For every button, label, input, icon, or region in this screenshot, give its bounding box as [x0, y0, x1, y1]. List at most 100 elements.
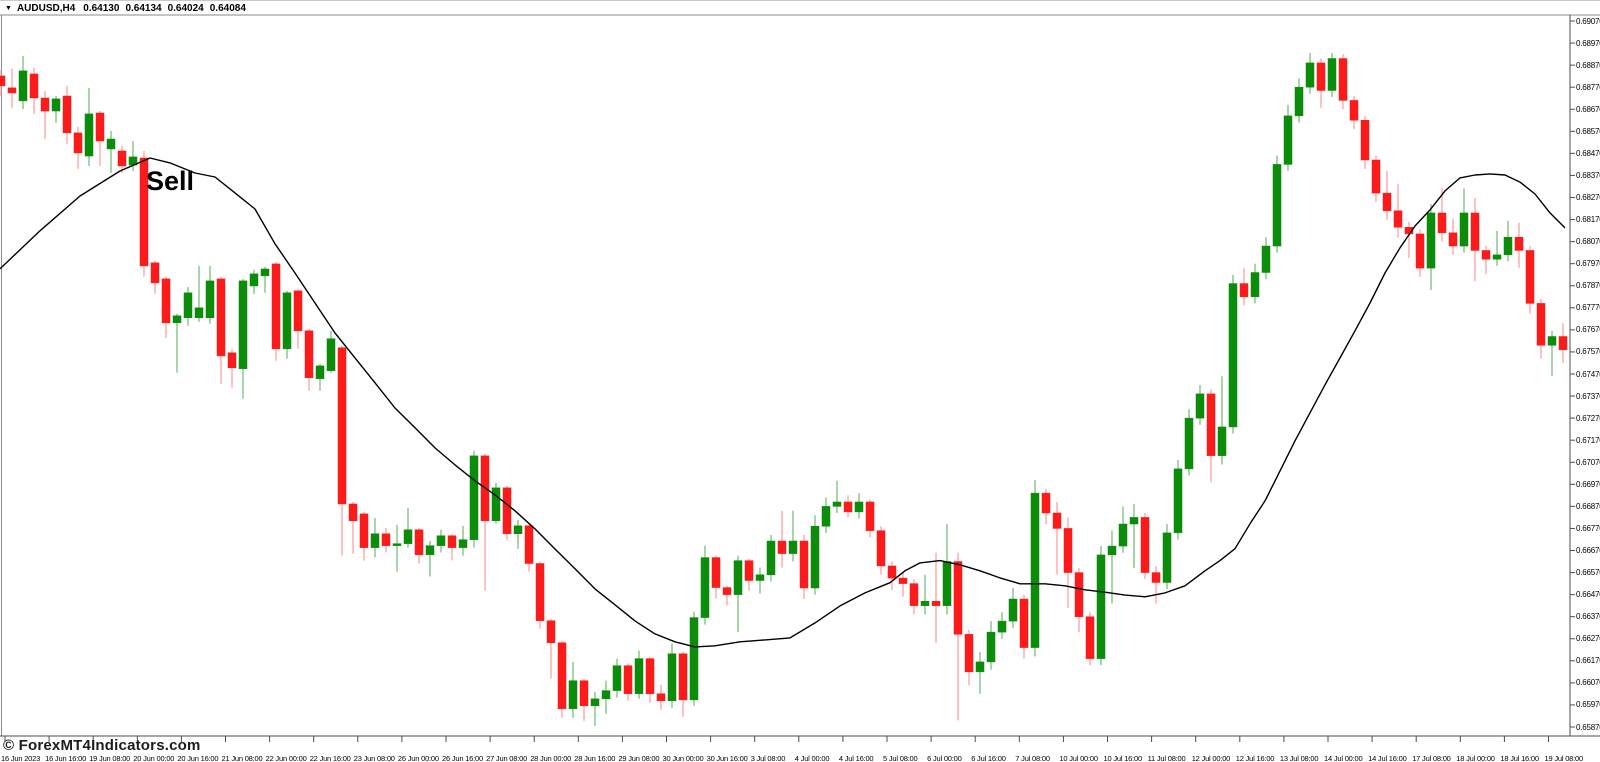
candle-body — [942, 561, 952, 606]
candle-body — [1470, 212, 1480, 251]
candle-body — [117, 150, 127, 167]
time-tick-label: 26 Jun 16:00 — [442, 754, 483, 762]
candle-body — [194, 307, 204, 318]
candle-body — [1415, 233, 1425, 269]
candle-body — [1382, 192, 1392, 211]
one-click-trading-collapse-icon[interactable]: ▼ — [5, 4, 12, 12]
quote-high: 0.64134 — [125, 2, 162, 14]
candle-body — [348, 503, 358, 521]
time-tick-label: 22 Jun 16:00 — [309, 754, 351, 762]
candle-body — [689, 617, 699, 701]
candle-body — [1437, 212, 1447, 234]
candle-body — [876, 530, 886, 567]
candle-body — [821, 506, 831, 527]
time-tick-label: 12 Jul 16:00 — [1235, 754, 1275, 762]
candle-body — [634, 658, 644, 694]
candle-body — [601, 690, 611, 700]
time-tick-label: 28 Jun 00:00 — [530, 754, 572, 762]
time-tick-label: 6 Jul 16:00 — [971, 754, 1006, 762]
candle-body — [392, 543, 402, 546]
time-tick-label: 11 Jul 08:00 — [1147, 754, 1186, 762]
sell-signal-annotation: Sell — [146, 166, 195, 196]
candle-body — [1140, 517, 1150, 573]
time-tick-label: 7 Jul 08:00 — [1015, 754, 1050, 762]
candle-body — [1085, 616, 1095, 659]
candle-body — [183, 292, 193, 318]
candle-body — [29, 73, 39, 99]
candle-body — [469, 455, 479, 540]
time-tick-label: 4 Jul 16:00 — [838, 754, 874, 762]
candle-body — [722, 587, 732, 595]
time-tick-label: 18 Jul 16:00 — [1500, 754, 1539, 762]
candle-body — [975, 661, 985, 673]
candle-body — [1250, 272, 1260, 298]
time-tick-label: 3 Jul 08:00 — [750, 754, 786, 762]
candle-body — [62, 95, 72, 134]
candle-body — [40, 97, 50, 112]
time-tick-label: 23 Jun 08:00 — [353, 754, 395, 762]
candle-body — [1151, 572, 1161, 583]
candle-body — [1107, 545, 1117, 556]
candle-body — [909, 583, 919, 606]
time-tick-label: 13 Jul 08:00 — [1279, 754, 1319, 762]
candle-body — [491, 487, 501, 521]
chart-info-bar: ▼ AUDUSD,H4 0.64130 0.64134 0.64024 0.64… — [5, 2, 252, 14]
candle-body — [1327, 58, 1337, 91]
candle-body — [139, 157, 149, 267]
candle-body — [150, 262, 160, 284]
candle-body — [1294, 86, 1304, 117]
candle-body — [1272, 164, 1282, 247]
candle-body — [1481, 250, 1491, 260]
time-tick-label: 22 Jun 00:00 — [265, 754, 307, 762]
candle-body — [1558, 336, 1568, 350]
candle-body — [777, 540, 787, 554]
candle-body — [282, 292, 292, 350]
candle-body — [293, 290, 303, 332]
candle-body — [249, 273, 259, 287]
candle-body — [1492, 254, 1502, 260]
candle-body — [51, 98, 61, 112]
candle-body — [1338, 58, 1348, 101]
time-tick-label: 30 Jun 16:00 — [706, 754, 748, 762]
quote-open: 0.64130 — [83, 2, 120, 14]
time-tick-label: 30 Jun 00:00 — [662, 754, 704, 762]
candle-body — [1316, 62, 1326, 91]
time-tick-label: 14 Jul 00:00 — [1324, 754, 1363, 762]
time-tick-label: 27 Jun 08:00 — [486, 754, 528, 762]
candle-body — [1041, 492, 1051, 514]
watermark-text: © ForexMT4Indicators.com — [3, 737, 201, 754]
candle-body — [1019, 598, 1029, 648]
candle-body — [997, 620, 1007, 633]
candle-body — [1030, 492, 1040, 648]
candle-body — [7, 87, 17, 94]
candle-body — [403, 529, 413, 544]
candle-body — [216, 278, 226, 357]
candle-body — [953, 561, 963, 635]
candle-body — [18, 70, 28, 102]
quote-low: 0.64024 — [167, 2, 204, 14]
candle-body — [1360, 120, 1370, 161]
candle-body — [260, 268, 270, 277]
candle-body — [1459, 212, 1469, 247]
candle-body — [612, 665, 622, 691]
candle-body — [1305, 62, 1315, 88]
time-tick-label: 20 Jun 16:00 — [177, 754, 219, 762]
candle-body — [1239, 283, 1249, 298]
